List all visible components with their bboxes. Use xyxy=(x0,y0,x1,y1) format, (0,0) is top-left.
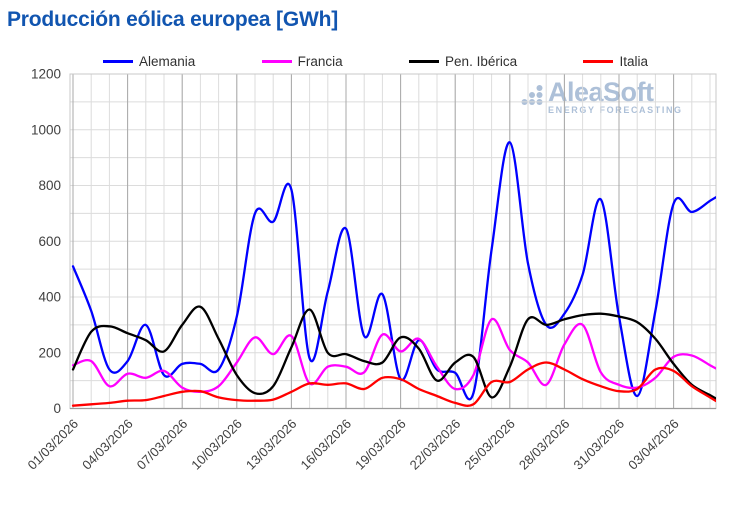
svg-text:22/03/2026: 22/03/2026 xyxy=(407,416,464,473)
series-lines xyxy=(71,141,716,407)
svg-text:31/03/2026: 31/03/2026 xyxy=(570,416,627,473)
legend-item-alemania: Alemania xyxy=(103,54,195,69)
svg-text:13/03/2026: 13/03/2026 xyxy=(243,416,300,473)
series-line-francia xyxy=(71,317,716,393)
svg-text:600: 600 xyxy=(38,234,61,249)
legend-line-swatch-icon xyxy=(583,60,614,63)
svg-text:28/03/2026: 28/03/2026 xyxy=(516,416,573,473)
svg-text:04/03/2026: 04/03/2026 xyxy=(79,416,136,473)
y-axis-labels: 0 200 400 600 800 1000 1200 xyxy=(31,67,61,417)
series-line-pen-ib-rica xyxy=(71,305,716,400)
series-line-alemania xyxy=(71,141,716,401)
legend-item-pen-iberica: Pen. Ibérica xyxy=(409,54,517,69)
legend-label: Italia xyxy=(619,54,648,69)
legend-label: Pen. Ibérica xyxy=(445,54,518,69)
svg-text:400: 400 xyxy=(38,290,61,305)
legend-label: Alemania xyxy=(139,54,196,69)
chart-legend: Alemania Francia Pen. Ibérica Italia xyxy=(103,54,648,69)
svg-text:19/03/2026: 19/03/2026 xyxy=(352,416,409,473)
chart-title: Producción eólica europea [GWh] xyxy=(7,8,339,31)
legend-item-italia: Italia xyxy=(583,54,648,69)
legend-line-swatch-icon xyxy=(409,60,440,63)
legend-label: Francia xyxy=(297,54,343,69)
svg-text:25/03/2026: 25/03/2026 xyxy=(461,416,518,473)
svg-text:200: 200 xyxy=(38,345,61,360)
legend-line-swatch-icon xyxy=(261,60,292,63)
svg-text:03/04/2026: 03/04/2026 xyxy=(625,416,682,473)
svg-text:07/03/2026: 07/03/2026 xyxy=(134,416,191,473)
svg-text:1000: 1000 xyxy=(31,122,61,137)
series-line-italia xyxy=(71,361,716,407)
svg-text:1200: 1200 xyxy=(31,67,61,82)
legend-line-swatch-icon xyxy=(103,60,133,63)
svg-text:0: 0 xyxy=(53,401,61,416)
legend-item-francia: Francia xyxy=(261,54,343,69)
svg-text:800: 800 xyxy=(38,178,61,193)
aleasoft-tagline-text: ENERGY FORECASTING xyxy=(548,105,683,115)
svg-text:16/03/2026: 16/03/2026 xyxy=(297,416,354,473)
x-axis-labels: 01/03/202604/03/202607/03/202610/03/2026… xyxy=(24,416,681,473)
svg-text:01/03/2026: 01/03/2026 xyxy=(24,416,81,473)
gridlines-major xyxy=(72,74,675,409)
svg-text:10/03/2026: 10/03/2026 xyxy=(188,416,245,473)
